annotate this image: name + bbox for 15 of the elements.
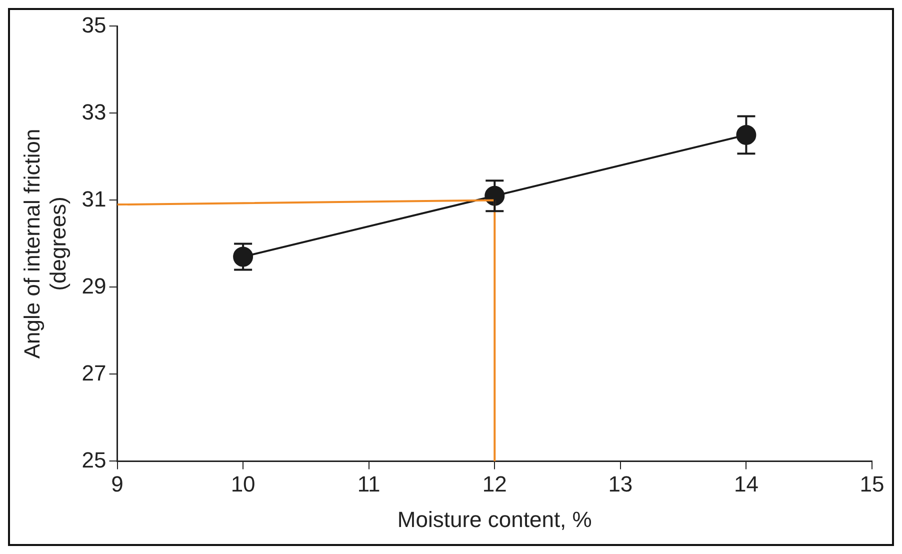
y-tick-label: 35 xyxy=(82,12,106,38)
x-tick-label: 12 xyxy=(482,471,507,496)
x-axis-title: Moisture content, % xyxy=(397,506,592,532)
x-tick-label: 10 xyxy=(230,471,256,496)
x-tick-label: 11 xyxy=(357,471,380,496)
y-tick-label: 25 xyxy=(82,447,106,472)
x-tick-label: 15 xyxy=(860,471,884,496)
x-tick-label: 14 xyxy=(734,471,758,496)
y-axis-title: Angle of internal friction (degrees) xyxy=(19,128,71,359)
x-tick-label: 9 xyxy=(111,471,124,496)
y-tick-label: 29 xyxy=(82,273,106,298)
y-tick-label: 31 xyxy=(82,186,106,212)
y-tick-label: 27 xyxy=(82,360,106,386)
y-tick-label: 33 xyxy=(82,99,106,124)
x-tick-label: 13 xyxy=(608,471,633,496)
